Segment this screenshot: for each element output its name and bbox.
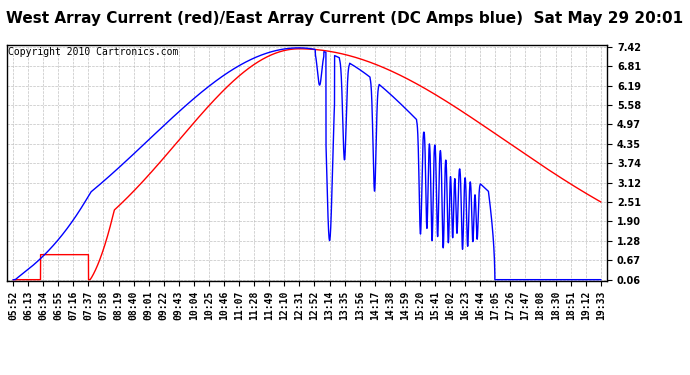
Text: Copyright 2010 Cartronics.com: Copyright 2010 Cartronics.com [8, 47, 179, 57]
Text: West Array Current (red)/East Array Current (DC Amps blue)  Sat May 29 20:01: West Array Current (red)/East Array Curr… [6, 11, 684, 26]
